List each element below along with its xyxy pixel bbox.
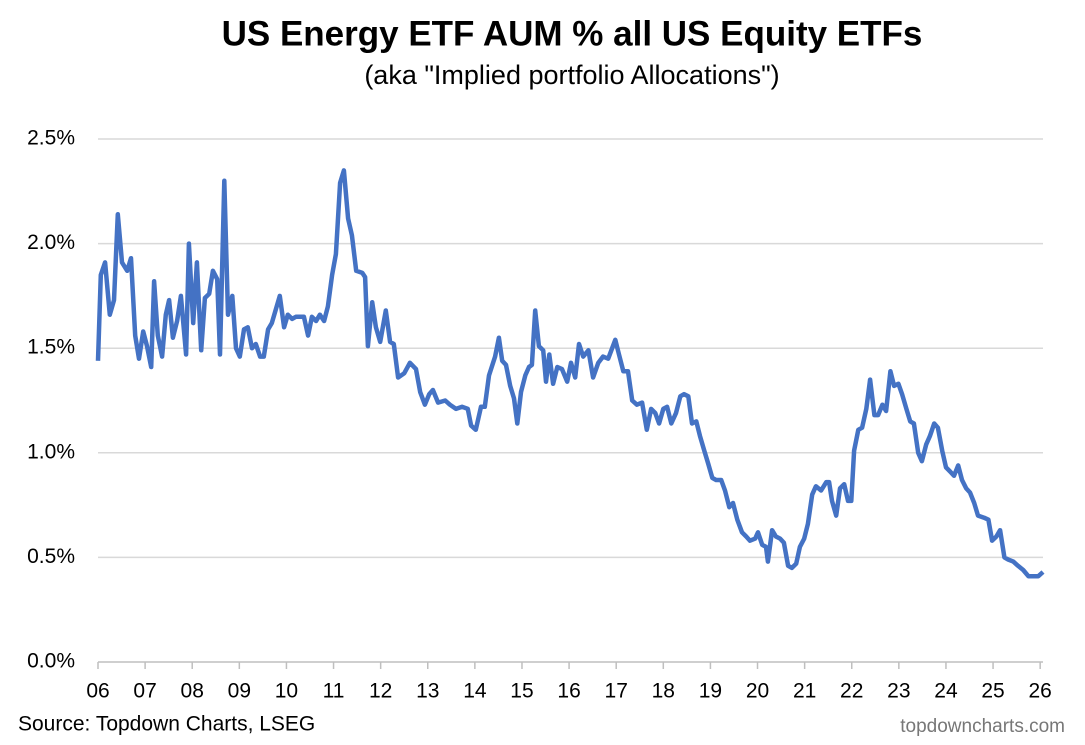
y-tick-label: 2.0% (27, 231, 75, 254)
source-note: Source: Topdown Charts, LSEG (18, 713, 315, 736)
x-tick-label: 08 (181, 680, 204, 703)
x-tick-label: 20 (746, 680, 769, 703)
y-tick-label: 0.5% (27, 545, 75, 568)
x-tick-label: 09 (228, 680, 251, 703)
y-tick-label: 0.0% (27, 650, 75, 673)
x-tick-label: 11 (323, 680, 345, 703)
x-tick-label: 12 (369, 680, 392, 703)
x-tick-label: 14 (463, 680, 487, 703)
x-tick-label: 21 (793, 680, 816, 703)
chart-subtitle: (aka "Implied portfolio Allocations") (364, 60, 779, 90)
x-tick-label: 13 (416, 680, 439, 703)
chart-title: US Energy ETF AUM % all US Equity ETFs (222, 14, 923, 53)
watermark: topdowncharts.com (900, 716, 1065, 737)
x-tick-label: 10 (275, 680, 298, 703)
x-tick-label: 26 (1028, 680, 1051, 703)
data-line (95, 168, 1045, 579)
y-tick-label: 2.5% (27, 127, 75, 150)
x-tick-label: 23 (887, 680, 910, 703)
x-tick-label: 07 (133, 680, 156, 703)
x-tick-label: 16 (557, 680, 580, 703)
x-tick-label: 19 (699, 680, 722, 703)
x-tick-label: 17 (605, 680, 628, 703)
x-tick-label: 18 (652, 680, 675, 703)
x-tick-label: 24 (934, 680, 958, 703)
x-tick-label: 22 (840, 680, 863, 703)
y-tick-label: 1.5% (27, 336, 75, 359)
y-tick-label: 1.0% (27, 440, 75, 463)
x-tick-label: 06 (86, 680, 109, 703)
x-tick-label: 25 (981, 680, 1004, 703)
x-tick-label: 15 (510, 680, 533, 703)
